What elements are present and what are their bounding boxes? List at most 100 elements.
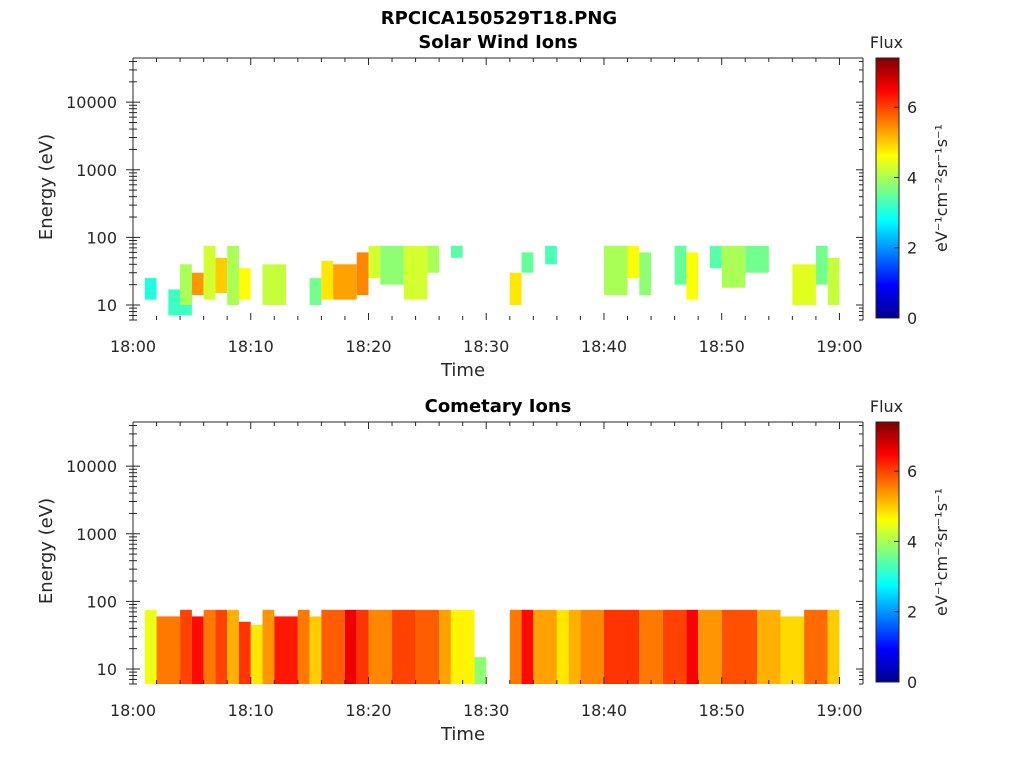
colorbar-tick-label: 4 [907,532,917,551]
heatmap-cell [227,609,239,684]
heatmap-cell [709,245,722,269]
x-tick-label: 18:30 [463,701,509,720]
heatmap-cell [757,609,781,684]
colorbar-title: Flux [870,33,903,52]
cometary-ions-panel: Cometary Ions 18:00 18:10 18:20 18:30 18:40 18… [36,396,951,745]
x-axis-label: Time [440,360,485,381]
x-tick-label: 18:10 [228,337,274,356]
heatmap-cell [144,278,157,300]
heatmap-cell [309,278,322,305]
heatmap-cell [203,609,216,684]
heatmap-cell [521,609,534,684]
heatmap-cell [180,609,192,684]
x-tick-label: 18:20 [345,337,391,356]
heatmap-cell [686,252,699,300]
x-tick-label: 19:00 [816,701,862,720]
heatmap-cell [521,252,534,273]
heatmap-cell [356,252,369,296]
y-tick-label: 10 [97,296,117,315]
heatmap-cell [686,609,699,684]
heatmap-cell [450,245,463,258]
heatmap-cell [262,264,287,305]
heatmap-cell [415,609,440,684]
colorbar-tick-label: 6 [907,98,917,117]
colorbar-title: Flux [870,397,903,416]
heatmap-cell [333,264,357,300]
y-axis-label: Energy (eV) [36,134,57,240]
x-tick-label: 18:40 [581,337,627,356]
heatmap-cell [603,245,628,296]
heatmap-cell [509,609,522,684]
heatmap-cell [321,260,334,300]
x-tick-label: 18:30 [463,337,509,356]
heatmap-cell [580,609,604,684]
colorbar-units-label: eV⁻¹cm⁻²sr⁻¹s⁻¹ [932,488,951,616]
heatmap-cell [191,272,204,296]
heatmap-cell [250,624,263,684]
colorbar-tick-label: 6 [907,462,917,481]
heatmap-cell [144,609,157,684]
heatmap-cell [156,616,181,684]
heatmap-cell [815,245,828,285]
heatmap-cell [827,609,840,684]
heatmap-cell [792,264,816,305]
heatmap-cell [545,245,557,265]
x-tick-label: 19:00 [816,337,862,356]
heatmap-cell [215,257,228,294]
heatmap-cell [827,257,840,305]
heatmap-cell [533,609,557,684]
heatmap-cell [356,609,369,684]
x-tick-label: 18:50 [699,701,745,720]
y-tick-label: 10 [97,660,117,679]
colorbar [875,421,900,683]
heatmap-cell [556,609,569,684]
heatmap-cell [627,245,640,279]
heatmap-cell [474,657,487,684]
heatmap-cell [639,609,663,684]
colorbar-tick-label: 2 [907,239,917,258]
heatmap-cell [368,245,381,279]
heatmap-cell [215,609,228,684]
solar-wind-panel: Solar Wind Ions 18:00 18:10 18:20 18:30 18:40… [36,32,951,381]
x-axis-label: Time [440,724,485,745]
heatmap-cell [639,252,652,296]
heatmap-cell [509,272,522,305]
heatmap-cell [674,245,687,285]
heatmap-cell [297,609,310,684]
x-tick-label: 18:00 [110,701,156,720]
heatmap-cell [698,609,722,684]
heatmap-cell [274,616,298,684]
colorbar-units-label: eV⁻¹cm⁻²sr⁻¹s⁻¹ [932,124,951,252]
heatmap-cell [321,609,345,684]
heatmap-cell [662,609,687,684]
x-tick-label: 18:20 [345,701,391,720]
heatmap-cell [439,609,451,684]
heatmap-cell [180,264,192,305]
heatmap-cell [392,609,416,684]
heatmap-cell [780,616,805,684]
heatmap-cell [262,609,275,684]
y-tick-label: 1000 [76,525,117,544]
x-tick-label: 18:40 [581,701,627,720]
figure-title: RPCICA150529T18.PNG [381,8,617,29]
heatmap-cell [203,245,216,300]
heatmap-cell [745,245,769,273]
heatmap-cell [368,609,393,684]
heatmap-cell [227,245,239,305]
y-tick-label: 10000 [66,93,117,112]
heatmap-cell [568,609,581,684]
heatmap-cell [603,609,640,684]
y-tick-label: 1000 [76,161,117,180]
colorbar-tick-label: 4 [907,168,917,187]
x-tick-label: 18:50 [699,337,745,356]
heatmap-cells [144,609,840,684]
heatmap-cell [721,245,746,288]
heatmap-cell [450,609,475,684]
heatmap-cell [344,609,357,684]
x-tick-label: 18:10 [228,701,274,720]
heatmap-cell [238,621,251,684]
panel-title: Solar Wind Ions [418,32,577,53]
heatmap-cells [144,245,840,316]
y-tick-label: 100 [86,228,117,247]
